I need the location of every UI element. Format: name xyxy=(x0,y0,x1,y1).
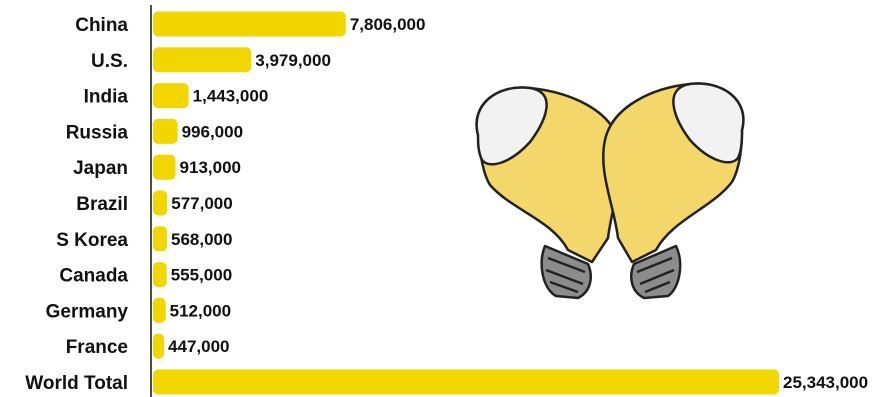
value-labels-group: 7,806,000 3,979,000 1,443,000 996,000 913,00… xyxy=(168,15,868,392)
value-label-u-s-: 3,979,000 xyxy=(255,51,331,70)
category-label-germany: Germany xyxy=(46,301,129,322)
category-label-s-korea: S Korea xyxy=(56,230,128,251)
value-label-canada: 555,000 xyxy=(171,266,232,285)
value-label-india: 1,443,000 xyxy=(193,87,269,106)
bar-world-total xyxy=(153,369,779,395)
bar-s-korea xyxy=(153,226,168,252)
right-bulb-top xyxy=(672,82,745,164)
bar-china xyxy=(153,11,346,37)
category-label-world-total: World Total xyxy=(25,373,128,394)
bar-brazil xyxy=(153,190,168,216)
category-label-china: China xyxy=(75,15,128,36)
value-label-japan: 913,000 xyxy=(180,158,241,177)
category-labels-group: China U.S. India Russia Japan Brazil S Korea Ca… xyxy=(25,15,128,394)
category-label-canada: Canada xyxy=(59,266,128,287)
category-label-india: India xyxy=(84,87,129,108)
light-bulbs-illustration xyxy=(475,82,745,300)
value-label-germany: 512,000 xyxy=(170,301,231,320)
left-bulb-top xyxy=(475,86,548,166)
bar-u-s- xyxy=(153,47,252,73)
bar-canada xyxy=(153,262,167,288)
bar-russia xyxy=(153,118,178,144)
value-label-china: 7,806,000 xyxy=(350,15,426,34)
category-label-u-s-: U.S. xyxy=(91,51,128,72)
bar-france xyxy=(153,333,165,359)
right-bulb-icon xyxy=(602,82,745,300)
value-label-s-korea: 568,000 xyxy=(171,230,232,249)
category-label-brazil: Brazil xyxy=(76,194,128,215)
bars-group xyxy=(153,11,779,395)
category-label-france: France xyxy=(66,337,128,358)
category-label-russia: Russia xyxy=(66,122,129,143)
category-label-japan: Japan xyxy=(73,158,128,179)
bar-india xyxy=(153,83,189,109)
value-label-russia: 996,000 xyxy=(182,122,243,141)
value-label-world-total: 25,343,000 xyxy=(783,373,868,392)
value-label-brazil: 577,000 xyxy=(171,194,232,213)
value-label-france: 447,000 xyxy=(168,337,229,356)
left-bulb-icon xyxy=(475,86,622,300)
bar-germany xyxy=(153,297,166,323)
bar-japan xyxy=(153,154,176,180)
